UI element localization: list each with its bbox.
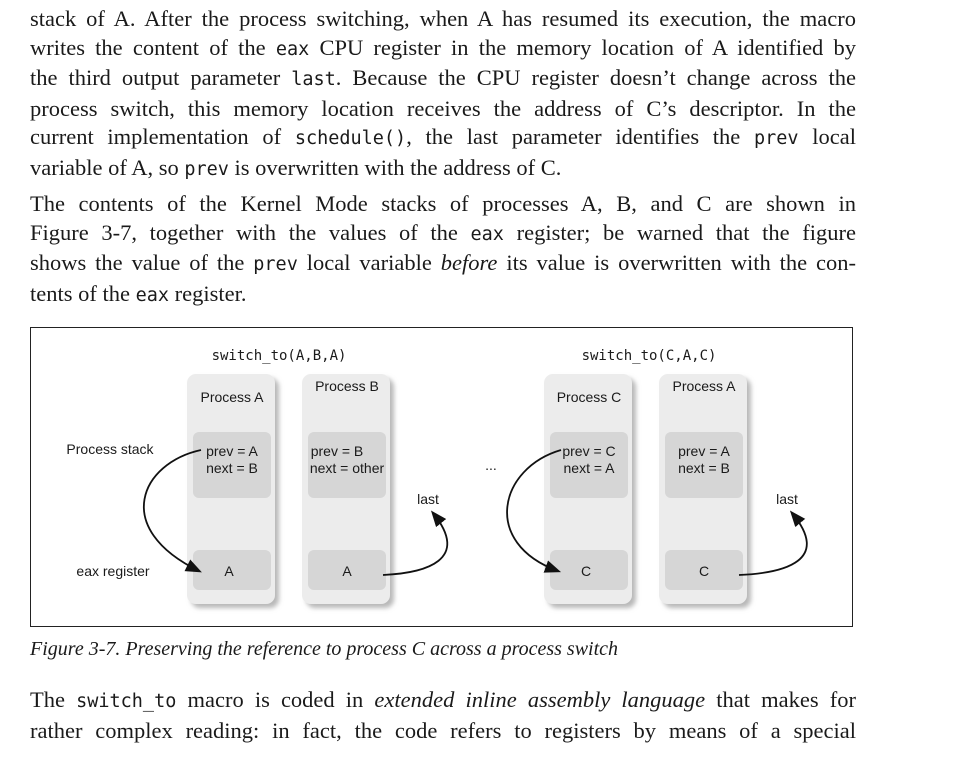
process-b-title: Process B bbox=[315, 378, 379, 394]
text-span: , the last parameter identifies the bbox=[406, 124, 754, 150]
text-span: stack of A. After the process switching,… bbox=[30, 6, 856, 31]
text-span: eax bbox=[275, 38, 310, 60]
text-span: eax bbox=[470, 223, 504, 245]
prev-value: prev = A bbox=[206, 443, 258, 459]
text-span: switch_to bbox=[76, 691, 177, 712]
row-label-process-stack: Process stack bbox=[66, 441, 154, 457]
process-a-title: Process A bbox=[200, 389, 264, 405]
text-span: before bbox=[440, 250, 498, 276]
next-value: next = A bbox=[564, 460, 616, 476]
text-span: prev bbox=[184, 158, 229, 180]
arrow-eax-to-last-right bbox=[738, 510, 808, 576]
text-line: process switch, this memory location rec… bbox=[30, 95, 856, 124]
last-label-2: last bbox=[776, 491, 798, 507]
text-span: rather complex reading: in fact, the cod… bbox=[30, 717, 856, 743]
text-span: its value is overwritten with the con- bbox=[497, 250, 856, 276]
text-span: local variable bbox=[297, 250, 441, 276]
text-line: shows the value of the prev local variab… bbox=[30, 249, 856, 280]
process-a2-column: Process A prev = A next = B C bbox=[659, 374, 747, 604]
paragraph-stack-contents: The contents of the Kernel Mode stacks o… bbox=[30, 190, 856, 310]
text-span: last bbox=[291, 69, 336, 91]
eax-value: A bbox=[342, 563, 352, 579]
prev-value: prev = C bbox=[562, 443, 615, 459]
text-line: The switch_to macro is coded in extended… bbox=[30, 686, 856, 717]
text-span: register. bbox=[169, 280, 247, 306]
text-span: is overwritten with the address of C. bbox=[228, 154, 562, 180]
text-span: eax bbox=[135, 284, 170, 306]
paragraph-switch-to-macro: The switch_to macro is coded in extended… bbox=[30, 686, 856, 745]
text-span: schedule() bbox=[294, 128, 407, 150]
prev-value: prev = A bbox=[678, 443, 730, 459]
process-a2-title: Process A bbox=[672, 378, 736, 394]
process-a-column: Process A prev = A next = B A bbox=[187, 374, 275, 604]
next-value: next = B bbox=[678, 460, 730, 476]
next-value: next = B bbox=[206, 460, 258, 476]
text-span: macro is coded in bbox=[176, 687, 375, 712]
text-span: prev bbox=[754, 128, 799, 150]
text-line: tents of the eax register. bbox=[30, 280, 856, 311]
right-call-label: switch_to(C,A,C) bbox=[582, 348, 717, 364]
arrow-prev-to-eax-right bbox=[506, 449, 562, 573]
process-c-title: Process C bbox=[557, 389, 622, 405]
last-label-1: last bbox=[417, 491, 439, 507]
paragraph-process-switch: stack of A. After the process switching,… bbox=[30, 5, 856, 185]
text-span: that makes for bbox=[705, 687, 856, 712]
text-span: register; be warned that the figure bbox=[503, 219, 857, 245]
next-value: next = other bbox=[310, 460, 385, 476]
text-span: extended inline assembly language bbox=[374, 687, 706, 712]
text-span: current implementation of bbox=[30, 124, 295, 150]
ellipsis: ... bbox=[485, 457, 497, 473]
text-line: rather complex reading: in fact, the cod… bbox=[30, 717, 856, 746]
text-span: The contents of the Kernel Mode stacks o… bbox=[30, 191, 856, 216]
text-span: variable of A, so bbox=[30, 154, 185, 180]
process-b-column: Process B prev = B next = other A bbox=[302, 374, 390, 604]
text-span: CPU register in the memory location of A… bbox=[309, 34, 856, 60]
arrow-prev-to-eax-left bbox=[142, 449, 202, 573]
row-label-eax-register: eax register bbox=[76, 563, 149, 579]
text-line: current implementation of schedule(), th… bbox=[30, 123, 856, 154]
text-span: local bbox=[798, 124, 857, 150]
left-call-label: switch_to(A,B,A) bbox=[212, 348, 347, 364]
figure-3-7: switch_to(A,B,A) switch_to(C,A,C) Proces… bbox=[30, 327, 853, 627]
text-span: prev bbox=[253, 254, 298, 276]
text-span: The bbox=[30, 687, 77, 712]
figure-diagram: switch_to(A,B,A) switch_to(C,A,C) Proces… bbox=[66, 348, 808, 604]
text-line: writes the content of the eax CPU regist… bbox=[30, 34, 856, 65]
text-span: tents of the bbox=[30, 280, 136, 306]
text-span: the third output parameter bbox=[30, 65, 292, 91]
text-line: stack of A. After the process switching,… bbox=[30, 5, 856, 34]
text-span: Figure 3-7, together with the values of … bbox=[30, 219, 471, 245]
text-span: process switch, this memory location rec… bbox=[30, 95, 856, 121]
eax-value: C bbox=[581, 563, 591, 579]
eax-value: C bbox=[699, 563, 709, 579]
text-line: Figure 3-7, together with the values of … bbox=[30, 219, 856, 250]
text-span: writes the content of the bbox=[30, 34, 276, 60]
text-span: shows the value of the bbox=[30, 250, 254, 276]
text-line: The contents of the Kernel Mode stacks o… bbox=[30, 190, 856, 219]
process-c-column: Process C prev = C next = A C bbox=[544, 374, 632, 604]
text-line: variable of A, so prev is overwritten wi… bbox=[30, 154, 856, 185]
arrow-eax-to-last-left bbox=[382, 510, 448, 576]
prev-value: prev = B bbox=[311, 443, 364, 459]
text-line: the third output parameter last. Because… bbox=[30, 64, 856, 95]
figure-caption: Figure 3-7. Preserving the reference to … bbox=[30, 638, 619, 660]
eax-value: A bbox=[224, 563, 234, 579]
text-span: . Because the CPU register doesn’t chang… bbox=[335, 65, 856, 91]
